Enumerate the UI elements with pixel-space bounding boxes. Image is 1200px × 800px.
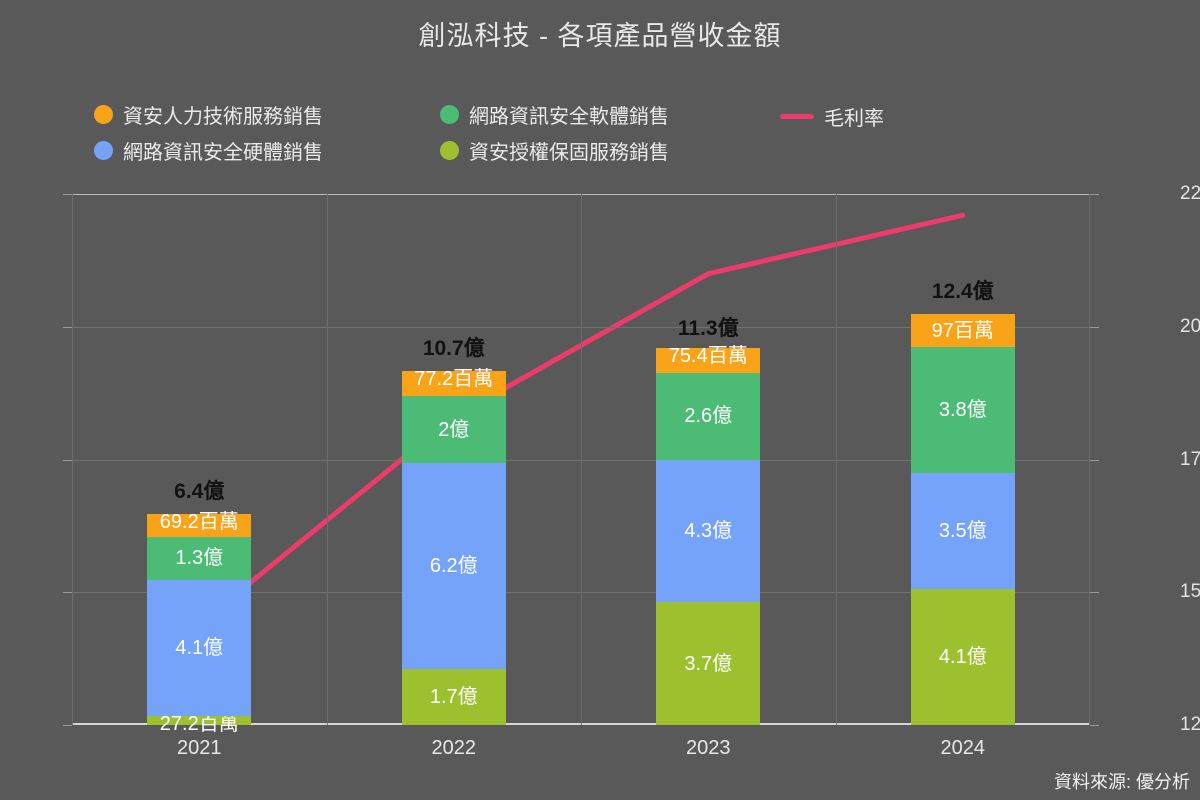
x-axis-tick-label: 2021 (177, 737, 222, 759)
bar-total-label: 10.7億 (422, 336, 485, 360)
bar-segment[interactable]: 77.2百萬 (401, 367, 506, 397)
bar-segment-label: 1.7億 (429, 685, 478, 708)
bar-group[interactable]: 4.1億 3.5億 3.8億 97百萬 12.4億 (910, 194, 1015, 725)
legend-item-2[interactable]: 網路資訊安全軟體銷售 (440, 100, 669, 129)
y-axis-right-tick: 17.5 (1180, 448, 1200, 470)
y-axis-right-tickmark (1090, 725, 1099, 726)
source-note: 資料來源: 優分析 (1053, 772, 1190, 792)
bar-segment-label: 97百萬 (931, 319, 994, 342)
bar-segment-label: 3.8億 (938, 398, 987, 421)
bar-segment[interactable]: 2.6億 (656, 373, 761, 460)
y-axis-right-tickmark (1090, 459, 1099, 461)
bar-segment-label: 3.5億 (938, 519, 987, 542)
bar-group[interactable]: 3.7億 4.3億 2.6億 75.4百萬 11.3億 (656, 194, 761, 725)
chart-legend: 資安人力技術服務銷售 網路資訊安全硬體銷售 網路資訊安全軟體銷售 資安授權保固服… (90, 100, 990, 170)
bar-segment[interactable]: 1.3億 (147, 536, 252, 580)
x-axis-tick-label: 2022 (431, 737, 477, 759)
legend-label: 毛利率 (824, 108, 884, 130)
plot-area: 012.54億158億17.512億2016億22.527.2百萬4.1億1.3… (63, 183, 1200, 735)
bar-segment-label: 77.2百萬 (414, 367, 494, 390)
legend-item-1[interactable]: 網路資訊安全硬體銷售 (94, 136, 323, 165)
y-axis-left-tickmark (63, 194, 72, 195)
y-axis-right-tickmark (1090, 194, 1099, 195)
bar-segment-label: 27.2百萬 (159, 712, 239, 735)
y-axis-right-tick: 12.5 (1180, 714, 1200, 735)
y-axis-right-tick: 15 (1180, 581, 1200, 603)
y-axis-left-tickmark (63, 592, 72, 594)
legend-item-4[interactable]: 毛利率 (780, 102, 884, 131)
y-axis-right-tickmark (1090, 592, 1099, 594)
bar-segment[interactable]: 4.1億 (147, 579, 252, 716)
bar-segment[interactable]: 4.1億 (910, 588, 1015, 725)
x-axis-tick-label: 2023 (686, 737, 731, 759)
bar-segment-label: 3.7億 (684, 652, 733, 675)
bar-segment[interactable]: 4.3億 (656, 459, 761, 603)
category-divider (581, 194, 582, 725)
bar-segment-label: 2.6億 (684, 405, 733, 428)
legend-dot-icon (440, 141, 459, 160)
bar-segment-label: 4.1億 (175, 636, 224, 659)
y-axis-left-tickmark (63, 326, 72, 328)
bar-group[interactable]: 1.7億 6.2億 2億 77.2百萬 10.7億 (401, 194, 506, 725)
legend-dot-icon (94, 105, 113, 124)
legend-label: 資安授權保固服務銷售 (469, 142, 669, 164)
bar-segment[interactable]: 1.7億 (401, 668, 506, 725)
page-title: 創泓科技 - 各項產品營收金額 (418, 21, 782, 51)
legend-item-0[interactable]: 資安人力技術服務銷售 (94, 100, 323, 129)
bar-segment-label: 6.2億 (429, 554, 478, 577)
legend-label: 資安人力技術服務銷售 (123, 106, 323, 128)
category-divider (835, 194, 837, 725)
bar-segment[interactable]: 3.8億 (910, 346, 1015, 473)
x-axis-tick-label: 2024 (940, 737, 986, 759)
category-divider (326, 194, 328, 725)
legend-dot-icon (440, 105, 459, 124)
bar-segment[interactable]: 75.4百萬 (656, 345, 761, 374)
bar-segment-label: 4.3億 (684, 519, 733, 542)
y-axis-right-tick: 22.5 (1180, 183, 1200, 204)
bar-total-label: 6.4億 (174, 479, 225, 503)
bar-segment[interactable]: 69.2百萬 (147, 510, 252, 537)
y-axis-left-tickmark (63, 725, 72, 726)
bar-group[interactable]: 27.2百萬 4.1億 1.3億 69.2百萬 6.4億 (147, 194, 252, 734)
bar-segment[interactable]: 3.5億 (910, 472, 1015, 589)
bar-segment-label: 2億 (438, 418, 470, 441)
legend-label: 網路資訊安全軟體銷售 (469, 106, 669, 128)
bar-segment[interactable]: 6.2億 (401, 462, 506, 669)
category-divider (72, 194, 73, 725)
legend-dot-icon (94, 141, 113, 160)
bar-total-label: 12.4億 (931, 280, 994, 304)
bar-segment[interactable]: 2億 (401, 396, 506, 463)
legend-label: 網路資訊安全硬體銷售 (123, 142, 323, 164)
bar-total-label: 11.3億 (677, 316, 739, 340)
bar-segment[interactable]: 3.7億 (656, 602, 761, 725)
category-divider (1089, 194, 1090, 725)
bar-segment-label: 4.1億 (938, 645, 987, 668)
bar-segment-label: 1.3億 (175, 547, 224, 570)
bar-segment[interactable]: 27.2百萬 (147, 714, 252, 734)
legend-line-icon (780, 114, 814, 119)
y-axis-left-tickmark (63, 459, 72, 461)
bar-segment[interactable]: 97百萬 (910, 314, 1015, 347)
y-axis-right-tick: 20 (1180, 315, 1200, 337)
y-axis-right-tickmark (1090, 326, 1099, 328)
bar-segment-label: 69.2百萬 (159, 510, 239, 533)
bar-segment-label: 75.4百萬 (668, 345, 748, 368)
legend-item-3[interactable]: 資安授權保固服務銷售 (440, 136, 669, 165)
